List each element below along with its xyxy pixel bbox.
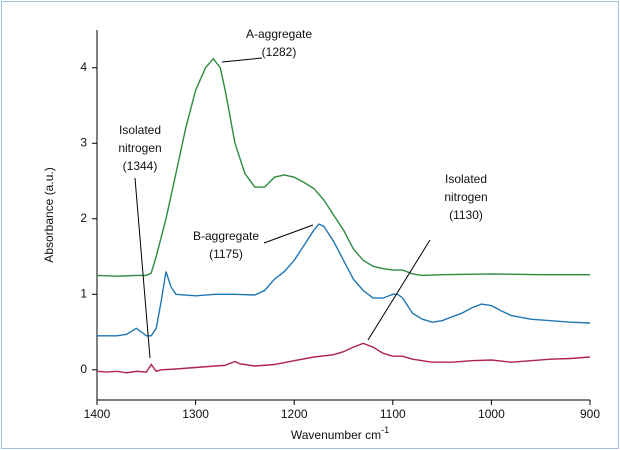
- annotation-text: (1175): [209, 247, 243, 261]
- x-tick-label: 1400: [84, 407, 111, 421]
- x-tick-label: 1300: [182, 407, 209, 421]
- x-tick-label: 1200: [281, 407, 308, 421]
- annotation-text: Isolated: [119, 123, 161, 137]
- annotation-arrow: [367, 239, 431, 341]
- y-tick-label: 2: [80, 211, 87, 225]
- spectrum-line: [97, 223, 591, 337]
- y-tick-label: 4: [80, 60, 87, 74]
- annotation-text: (1344): [123, 159, 158, 173]
- annotation-arrow: [221, 57, 263, 63]
- y-tick-label: 0: [80, 362, 87, 376]
- annotation-text: nitrogen: [444, 190, 487, 204]
- y-tick-label: 3: [80, 135, 87, 149]
- annotation-text: B-aggregate: [193, 229, 259, 243]
- annotation-text: (1282): [262, 45, 297, 59]
- annotation-text: A-aggregate: [246, 27, 312, 41]
- annotation-arrow: [134, 177, 151, 359]
- x-tick-label: 900: [580, 407, 600, 421]
- spectrum-line: [96, 57, 590, 277]
- spectrum-line: [96, 342, 591, 374]
- annotation-text: Isolated: [445, 172, 487, 186]
- x-tick-label: 1000: [478, 407, 505, 421]
- x-tick-label: 1100: [380, 407, 406, 421]
- x-axis-label: Wavenumber cm-1: [291, 425, 389, 442]
- annotation-text: nitrogen: [118, 141, 161, 155]
- annotation-arrow: [263, 224, 314, 244]
- annotation-text: (1130): [449, 208, 483, 222]
- y-tick-label: 1: [80, 286, 87, 300]
- y-axis-label: Absorbance (a.u.): [42, 167, 56, 262]
